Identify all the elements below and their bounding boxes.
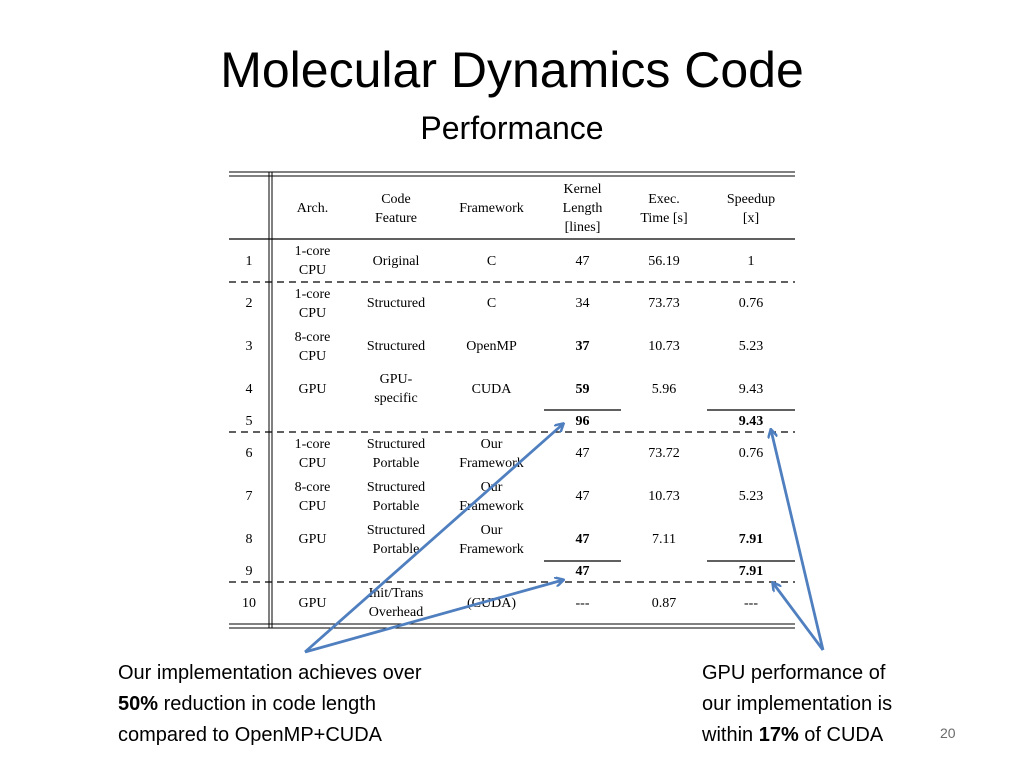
note-code-length: Our implementation achieves over 50% red… xyxy=(118,658,421,751)
row-1-speedup: 1 xyxy=(747,253,755,269)
row-7-index: 7 xyxy=(245,489,253,504)
row-7-arch: 8-core CPU xyxy=(294,479,331,514)
page-number: 20 xyxy=(940,725,956,741)
header-arch: Arch. xyxy=(296,201,329,216)
performance-table: Arch. Code Feature Framework Kernel Length … xyxy=(229,170,795,630)
row-5-speedup: 9.43 xyxy=(738,413,764,429)
header-index xyxy=(229,178,269,239)
row-8-speedup: 7.91 xyxy=(738,532,764,547)
row-1-code-feature: Original xyxy=(372,253,420,269)
row-5-exec-time xyxy=(621,410,707,432)
row-5-framework xyxy=(439,410,544,432)
row-4-kernel-length: 59 xyxy=(575,381,590,397)
row-2-index: 2 xyxy=(245,296,253,311)
row-6-index: 6 xyxy=(245,446,253,461)
row-10-exec-time: 0.87 xyxy=(651,595,677,611)
row-10-framework: (CUDA) xyxy=(467,595,516,611)
note-right-line1: GPU performance of xyxy=(702,662,886,684)
row-8-index: 8 xyxy=(245,532,253,547)
row-8-framework: Our Framework xyxy=(459,522,524,557)
row-5-kernel-length: 96 xyxy=(575,413,590,429)
row-3-speedup: 5.23 xyxy=(738,339,764,354)
note-right-line2: our implementation is xyxy=(702,693,893,715)
row-10-kernel-length: --- xyxy=(575,595,590,611)
header-framework: Framework xyxy=(459,201,524,216)
row-6-arch: 1-core CPU xyxy=(294,436,331,471)
row-10-index: 10 xyxy=(242,595,256,611)
note-left-line3: compared to OpenMP+CUDA xyxy=(118,724,383,746)
row-8-code-feature: Structured Portable xyxy=(366,522,426,557)
row-10-speedup: --- xyxy=(744,595,758,611)
row-2-arch: 1-core CPU xyxy=(294,286,331,321)
note-right-line3-post: of CUDA xyxy=(798,724,884,746)
row-9-arch xyxy=(272,561,353,582)
row-3-exec-time: 10.73 xyxy=(648,339,680,354)
row-7-exec-time: 10.73 xyxy=(648,489,680,504)
slide-title: Molecular Dynamics Code xyxy=(220,42,804,98)
row-3-code-feature: Structured xyxy=(366,339,426,354)
row-2-framework: C xyxy=(486,296,497,311)
row-1-framework: C xyxy=(486,253,497,269)
note-left-bold: 50% xyxy=(118,693,159,715)
header-kernel-length: Kernel Length [lines] xyxy=(562,182,603,235)
row-3-arch: 8-core CPU xyxy=(294,329,331,364)
row-9-kernel-length: 47 xyxy=(575,564,590,579)
row-5-arch xyxy=(272,410,353,432)
row-10-arch: GPU xyxy=(298,595,327,611)
row-1-exec-time: 56.19 xyxy=(648,253,680,269)
row-6-kernel-length: 47 xyxy=(575,446,590,461)
row-10-code-feature: Init/Trans Overhead xyxy=(368,586,424,620)
note-right-line3: within 17% of CUDA xyxy=(702,720,892,751)
row-9-speedup: 7.91 xyxy=(738,564,764,579)
row-8-kernel-length: 47 xyxy=(575,532,590,547)
row-8-arch: GPU xyxy=(298,532,327,547)
row-3-framework: OpenMP xyxy=(466,339,517,354)
row-4-code-feature: GPU- specific xyxy=(374,372,418,406)
row-4-speedup: 9.43 xyxy=(738,381,764,397)
note-gpu-performance: GPU performance of our implementation is… xyxy=(702,658,892,751)
row-4-index: 4 xyxy=(245,381,253,397)
row-1-index: 1 xyxy=(245,253,253,269)
row-1-arch: 1-core CPU xyxy=(294,244,331,278)
row-3-kernel-length: 37 xyxy=(575,339,590,354)
row-9-exec-time xyxy=(621,561,707,582)
row-3-index: 3 xyxy=(245,339,253,354)
note-right-line3-pre: within xyxy=(702,724,759,746)
row-2-exec-time: 73.73 xyxy=(648,296,680,311)
row-4-arch: GPU xyxy=(298,381,327,397)
note-right-bold: 17% xyxy=(758,724,799,746)
row-8-exec-time: 7.11 xyxy=(652,532,676,547)
note-left-line1: Our implementation achieves over xyxy=(118,662,422,684)
note-left-line2: 50% reduction in code length xyxy=(118,689,421,720)
row-4-framework: CUDA xyxy=(471,381,512,397)
row-4-exec-time: 5.96 xyxy=(651,381,677,397)
slide-subtitle: Performance xyxy=(420,110,604,146)
row-7-speedup: 5.23 xyxy=(738,489,764,504)
row-9-framework xyxy=(439,561,544,582)
header-code-feature: Code Feature xyxy=(375,191,417,226)
row-6-speedup: 0.76 xyxy=(738,446,764,461)
row-9-index: 9 xyxy=(245,564,253,579)
row-2-code-feature: Structured xyxy=(366,296,426,311)
row-1-kernel-length: 47 xyxy=(575,253,590,269)
row-6-code-feature: Structured Portable xyxy=(366,436,426,471)
row-7-kernel-length: 47 xyxy=(575,489,590,504)
note-left-line2-rest: reduction in code length xyxy=(158,693,376,715)
row-2-speedup: 0.76 xyxy=(738,296,764,311)
row-9-code-feature xyxy=(353,561,439,582)
row-7-framework: Our Framework xyxy=(459,479,524,514)
header-exec-time: Exec. Time [s] xyxy=(640,191,688,226)
row-5-index: 5 xyxy=(245,413,253,429)
row-5-code-feature xyxy=(353,410,439,432)
row-7-code-feature: Structured Portable xyxy=(366,479,426,514)
row-6-exec-time: 73.72 xyxy=(648,446,680,461)
row-2-kernel-length: 34 xyxy=(575,296,590,311)
row-6-framework: Our Framework xyxy=(459,436,524,471)
header-speedup: Speedup [x] xyxy=(726,191,776,226)
